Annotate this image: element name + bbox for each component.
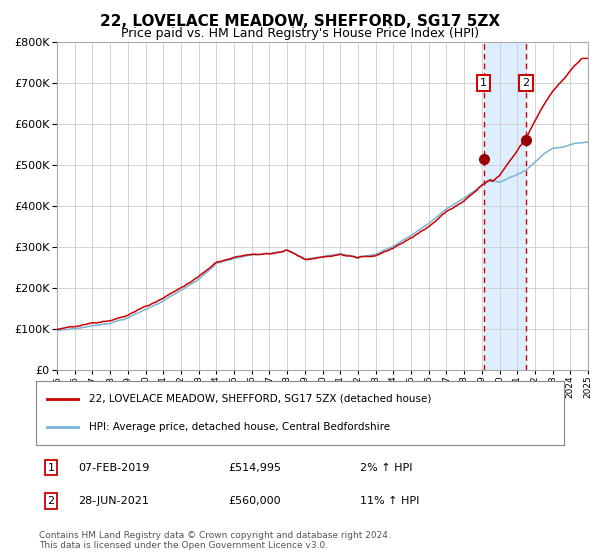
Text: Price paid vs. HM Land Registry's House Price Index (HPI): Price paid vs. HM Land Registry's House … xyxy=(121,27,479,40)
Text: 22, LOVELACE MEADOW, SHEFFORD, SG17 5ZX (detached house): 22, LOVELACE MEADOW, SHEFFORD, SG17 5ZX … xyxy=(89,394,431,404)
Text: 2: 2 xyxy=(47,496,55,506)
Text: 28-JUN-2021: 28-JUN-2021 xyxy=(78,496,149,506)
Text: 1: 1 xyxy=(480,78,487,88)
Text: 22, LOVELACE MEADOW, SHEFFORD, SG17 5ZX: 22, LOVELACE MEADOW, SHEFFORD, SG17 5ZX xyxy=(100,14,500,29)
Text: £514,995: £514,995 xyxy=(228,463,281,473)
Text: 2: 2 xyxy=(523,78,530,88)
Text: Contains HM Land Registry data © Crown copyright and database right 2024.
This d: Contains HM Land Registry data © Crown c… xyxy=(39,531,391,550)
Text: £560,000: £560,000 xyxy=(228,496,281,506)
Text: 07-FEB-2019: 07-FEB-2019 xyxy=(78,463,149,473)
Bar xyxy=(484,42,526,370)
Text: 2% ↑ HPI: 2% ↑ HPI xyxy=(360,463,413,473)
Text: 1: 1 xyxy=(47,463,55,473)
Text: HPI: Average price, detached house, Central Bedfordshire: HPI: Average price, detached house, Cent… xyxy=(89,422,390,432)
Text: 11% ↑ HPI: 11% ↑ HPI xyxy=(360,496,419,506)
